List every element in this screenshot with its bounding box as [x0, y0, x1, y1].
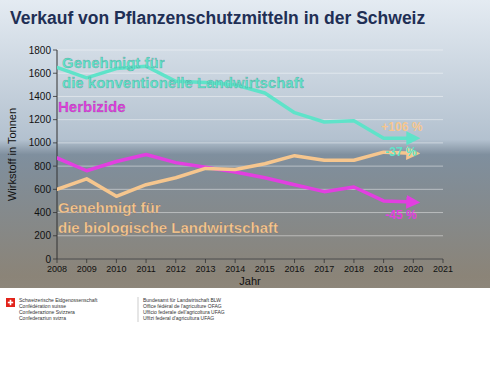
series-label-line: Herbizide	[58, 98, 126, 115]
series-label: Genehmigt für die konventionelle Landwirt…	[62, 54, 304, 91]
x-tick-label: 2018	[344, 264, 364, 274]
flag-cross	[8, 302, 13, 304]
x-tick	[264, 259, 265, 263]
x-tick-label: 2019	[374, 264, 394, 274]
y-tick-label: 1400	[29, 91, 52, 102]
y-axis-label: Wirkstoff in Tonnen	[6, 108, 18, 201]
x-tick-label: 2014	[225, 264, 245, 274]
y-tick	[53, 212, 57, 213]
series-line	[57, 66, 413, 138]
annotation: +106 %	[381, 120, 422, 134]
x-tick	[205, 259, 206, 263]
series-label-line: Genehmigt für	[58, 199, 161, 216]
footer-bg	[0, 288, 490, 368]
x-tick-label: 2012	[166, 264, 186, 274]
annotation: -37 %	[385, 145, 417, 159]
y-tick-label: 1800	[29, 45, 52, 56]
x-tick	[116, 259, 117, 263]
swiss-flag	[6, 298, 15, 307]
y-tick-label: 0	[45, 254, 51, 265]
series-group	[57, 66, 413, 202]
y-tick	[53, 142, 57, 143]
x-tick	[57, 259, 58, 263]
y-tick-label: 1200	[29, 114, 52, 125]
y-tick	[53, 259, 57, 260]
background	[0, 0, 490, 368]
x-tick	[294, 259, 295, 263]
series-line	[57, 152, 413, 196]
y-tick-label: 400	[34, 207, 51, 218]
x-tick	[383, 259, 384, 263]
x-tick	[353, 259, 354, 263]
y-tick	[53, 73, 57, 74]
series-label-line: Genehmigt für	[62, 54, 165, 71]
y-tick	[53, 119, 57, 120]
title: Verkauf von Pflanzenschutzmitteln in der…	[10, 8, 425, 28]
x-tick	[175, 259, 176, 263]
y-tick	[53, 189, 57, 190]
grid-line	[57, 142, 443, 143]
series-line	[57, 155, 413, 203]
chart: Verkauf von Pflanzenschutzmitteln in der…	[0, 0, 490, 368]
y-tick-label: 1600	[29, 68, 52, 79]
series-label: Genehmigt für die biologische Landwirtsch…	[58, 199, 278, 236]
x-tick	[413, 259, 414, 263]
x-tick-label: 2013	[195, 264, 215, 274]
y-tick	[53, 96, 57, 97]
x-tick-label: 2011	[136, 264, 155, 274]
y-tick	[53, 50, 57, 51]
footer-text: Confederaziun svizra	[19, 315, 66, 321]
footer-text: Uffizi federal d'agricultura UFAG	[143, 315, 214, 321]
y-tick	[53, 166, 57, 167]
x-axis	[57, 259, 443, 260]
x-tick	[86, 259, 87, 263]
x-tick-label: 2021	[433, 264, 453, 274]
x-tick-label: 2008	[47, 264, 67, 274]
series-label-line: die konventionelle Landwirtschaft	[62, 74, 304, 91]
x-tick-label: 2010	[106, 264, 126, 274]
x-tick-label: 2009	[77, 264, 97, 274]
x-tick	[235, 259, 236, 263]
y-tick-label: 800	[34, 161, 51, 172]
x-axis-label: Jahr	[239, 275, 261, 287]
x-tick-label: 2020	[403, 264, 423, 274]
grid-line	[57, 189, 443, 190]
annotation: -45 %	[385, 208, 417, 222]
x-tick-label: 2017	[314, 264, 334, 274]
y-tick	[53, 235, 57, 236]
grid-line	[57, 259, 443, 260]
footer-divider	[138, 297, 139, 322]
y-tick-label: 1000	[29, 137, 52, 148]
y-tick-label: 200	[34, 230, 51, 241]
x-tick	[146, 259, 147, 263]
grid-line	[57, 96, 443, 97]
y-tick-label: 600	[34, 184, 51, 195]
series-label: Herbizide	[58, 98, 126, 115]
x-tick-label: 2016	[285, 264, 305, 274]
x-tick	[324, 259, 325, 263]
series-label-line: die biologische Landwirtschaft	[58, 219, 278, 236]
x-tick	[443, 259, 444, 263]
x-tick-label: 2015	[255, 264, 275, 274]
grid-line	[57, 50, 443, 51]
